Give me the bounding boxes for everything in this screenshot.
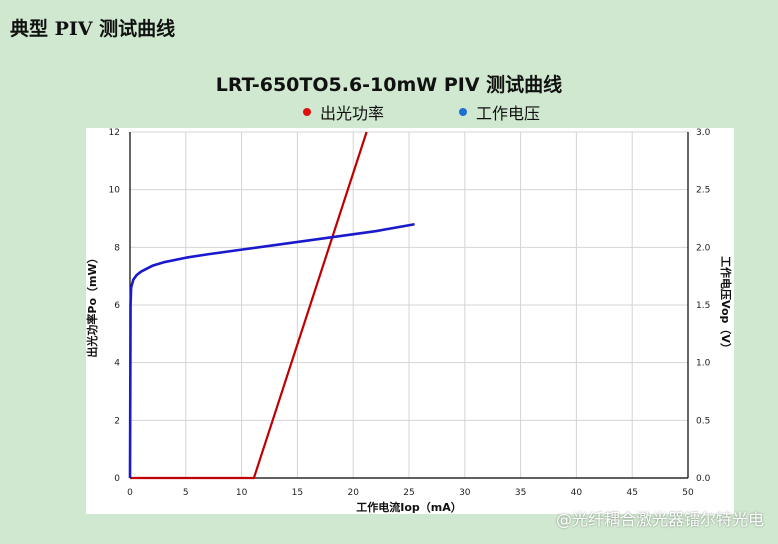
page-heading: 典型 PIV 测试曲线: [10, 18, 176, 40]
legend-item-voltage: 工作电压: [459, 100, 540, 124]
x-tick-label: 30: [459, 488, 471, 498]
y-left-axis-title: 出光功率Po（mW）: [86, 252, 99, 357]
series-line-power: [130, 131, 368, 480]
y-right-tick-label: 2.0: [696, 243, 711, 253]
legend-dot-voltage: [459, 108, 467, 116]
x-tick-label: 45: [626, 488, 637, 498]
x-tick-label: 35: [515, 488, 526, 498]
y-left-tick-label: 10: [109, 186, 121, 196]
series-line-voltage: [128, 222, 415, 479]
y-left-tick-label: 0: [114, 474, 120, 484]
y-left-tick-label: 8: [114, 243, 120, 253]
x-tick-label: 15: [292, 488, 303, 498]
x-tick-label: 20: [347, 488, 359, 498]
x-tick-label: 0: [127, 488, 133, 498]
legend-item-power: 出光功率: [303, 100, 384, 124]
chart-title: LRT-650TO5.6-10mW PIV 测试曲线: [215, 74, 563, 96]
y-left-tick-label: 2: [114, 416, 120, 426]
y-right-tick-label: 0.0: [696, 474, 711, 484]
y-right-tick-label: 2.5: [696, 186, 710, 196]
y-left-tick-label: 6: [114, 301, 120, 311]
piv-chart: 0 5 10 15 20 25 30 35 40 45 50 0 2 4 6 8 10 12 0.0 0.5 1.0 1.…: [86, 128, 733, 514]
x-tick-label: 10: [236, 488, 248, 498]
x-axis-title: 工作电流Iop（mA）: [356, 500, 462, 514]
watermark: @光纤耦合激光器镭尔特光电: [555, 510, 764, 529]
plot-area: 0 5 10 15 20 25 30 35 40 45 50 0 2 4 6 8 10 12 0.0 0.5 1.0 1.…: [86, 128, 734, 514]
x-tick-label: 5: [183, 488, 189, 498]
legend-dot-power: [303, 108, 311, 116]
y-right-tick-label: 0.5: [696, 416, 710, 426]
x-tick-label: 50: [682, 488, 694, 498]
x-tick-label: 40: [571, 488, 583, 498]
y-right-tick-label: 1.0: [696, 359, 711, 369]
y-right-tick-label: 1.5: [696, 301, 710, 311]
y-left-tick-label: 12: [109, 128, 120, 138]
x-tick-label: 25: [403, 488, 414, 498]
legend-label-power: 出光功率: [320, 104, 385, 123]
legend-label-voltage: 工作电压: [476, 104, 541, 123]
y-left-tick-label: 4: [114, 359, 120, 369]
y-right-axis-title: 工作电压Vop（V）: [719, 256, 733, 354]
y-right-tick-label: 3.0: [696, 128, 711, 138]
